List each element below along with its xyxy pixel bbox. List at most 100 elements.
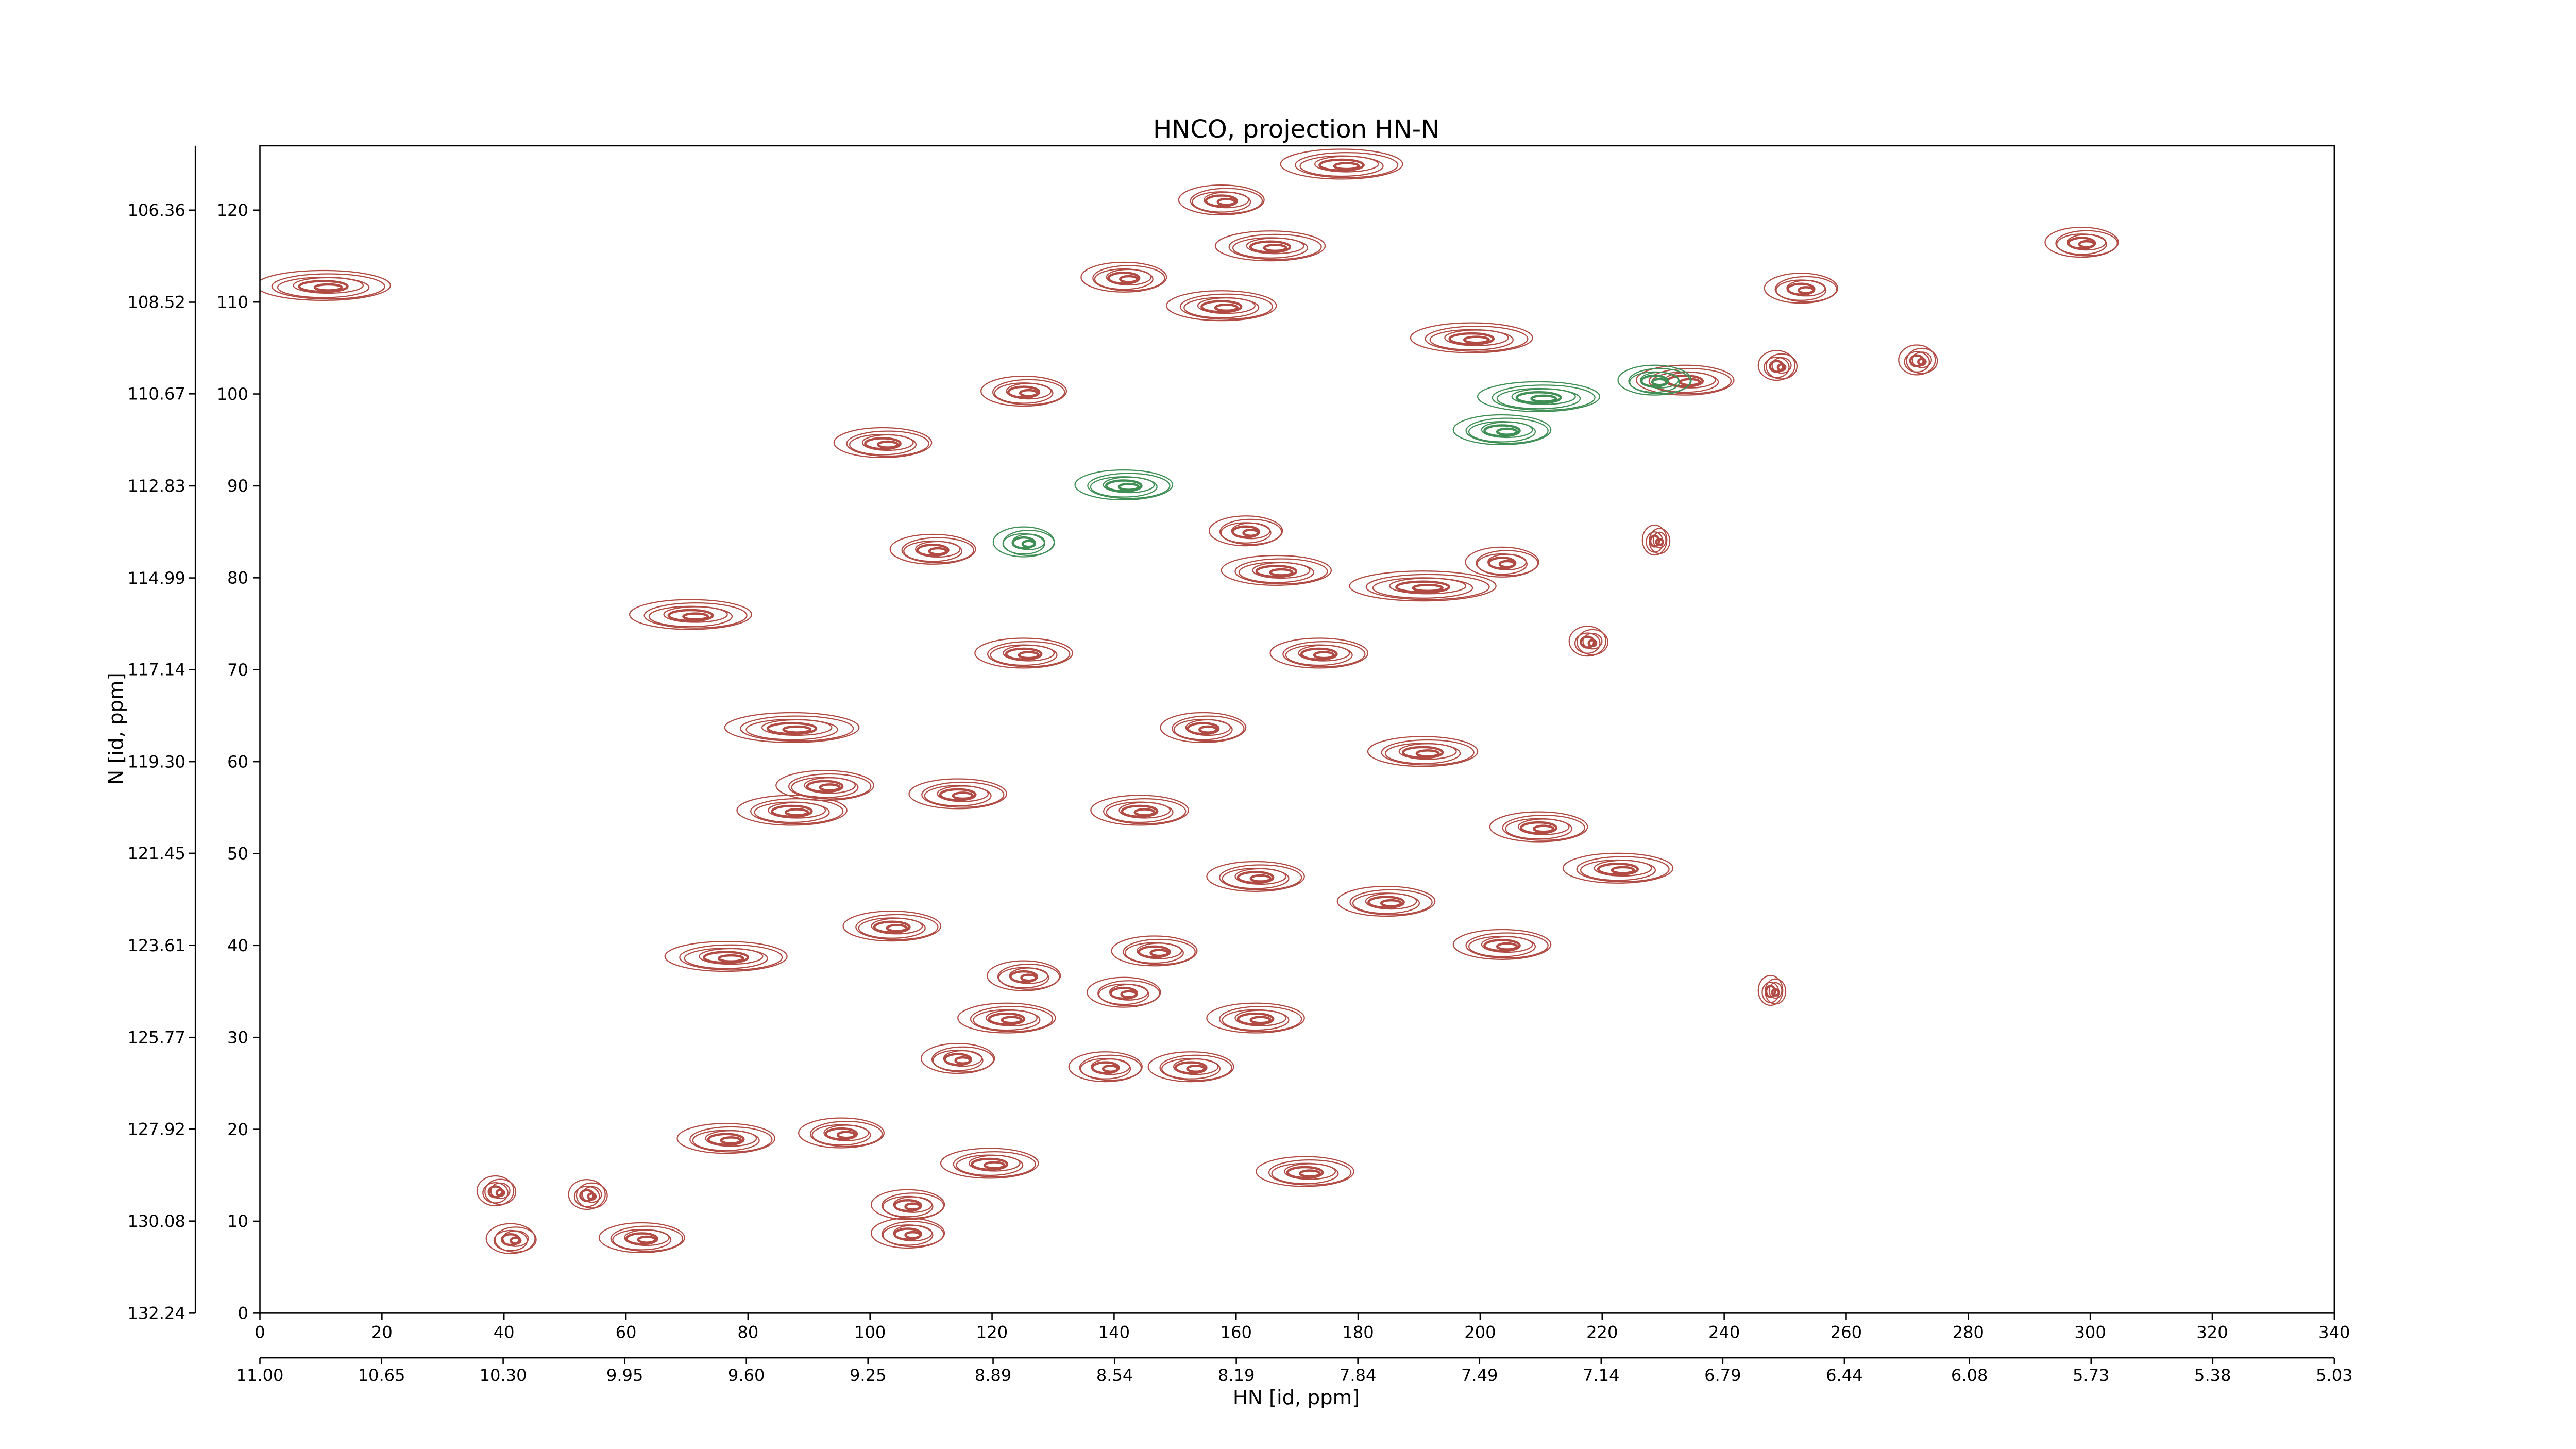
contour-ring	[1774, 276, 1838, 302]
x2-tick-label: 7.84	[1340, 1366, 1377, 1385]
contour-ring	[1190, 188, 1263, 214]
contour-ring	[785, 808, 809, 817]
contour-ring	[904, 1202, 922, 1211]
contour-ring	[861, 434, 914, 451]
contour-ring	[587, 1192, 597, 1201]
contour-ring	[870, 1189, 945, 1220]
y2-tick-label: 110.67	[127, 384, 185, 404]
contour-ring	[1020, 973, 1038, 982]
contour-ring	[1477, 381, 1601, 412]
contour-ring	[1367, 896, 1405, 909]
y-tick-label: 50	[227, 844, 248, 864]
contour-ring	[1389, 578, 1467, 595]
y2-tick-label: 127.92	[127, 1119, 185, 1139]
x-tick-label: 160	[1221, 1323, 1252, 1342]
contour-ring	[1648, 368, 1732, 394]
contour-ring	[1655, 537, 1664, 546]
x-tick-label: 280	[1953, 1323, 1984, 1342]
contour-ring	[1757, 350, 1796, 381]
x-tick-label: 260	[1831, 1323, 1862, 1342]
contour-ring	[1236, 1012, 1275, 1026]
contour-ring	[1186, 1064, 1206, 1073]
contour-ring	[974, 637, 1073, 669]
contour-ring	[1249, 240, 1292, 254]
contour-ring	[1005, 647, 1043, 661]
contour-ring	[1206, 861, 1305, 892]
contour-ring	[882, 1195, 934, 1218]
contour-ring	[855, 914, 939, 940]
contour-ring	[1797, 286, 1815, 295]
contour-ring	[1628, 368, 1691, 394]
y2-tick-label: 130.08	[127, 1211, 185, 1231]
contour-ring	[1333, 162, 1360, 171]
contour-ring	[932, 1050, 984, 1071]
x-tick-label: 80	[737, 1323, 758, 1342]
contour-ring	[1530, 394, 1557, 403]
contour-ring	[1295, 151, 1399, 178]
x-tick-label: 20	[371, 1323, 393, 1342]
contour-ring	[1080, 1058, 1131, 1080]
contour-ring	[1776, 363, 1787, 372]
contour-ring	[1477, 553, 1528, 575]
contour-ring	[1349, 889, 1433, 916]
contour-ring	[1465, 417, 1549, 444]
contour-ring	[806, 780, 844, 793]
contour-ring	[1597, 863, 1639, 876]
contour-ring	[575, 1182, 608, 1209]
x2-tick-label: 7.14	[1583, 1366, 1620, 1385]
contour-ring	[1766, 353, 1798, 380]
x-tick-label: 40	[494, 1323, 515, 1342]
contour-ring	[1769, 360, 1785, 373]
x-tick-label: 300	[2074, 1323, 2106, 1342]
contour-ring	[2078, 240, 2095, 248]
contour-ring	[1520, 821, 1557, 835]
contour-ring	[1133, 808, 1156, 817]
contour-ring	[1220, 522, 1272, 544]
contour-ring	[904, 1231, 922, 1239]
x-tick-label: 180	[1342, 1323, 1374, 1342]
contour-ring	[782, 725, 811, 734]
contour-ring	[823, 1124, 869, 1141]
contour-ring	[768, 802, 826, 819]
y2-tick-label: 106.36	[127, 200, 185, 220]
contour-ring	[1498, 560, 1516, 568]
contour-ring	[1006, 382, 1052, 400]
contour-ring	[876, 440, 899, 449]
contour-ring	[667, 609, 714, 622]
contour-ring	[1652, 531, 1667, 549]
x-tick-label: 220	[1586, 1323, 1618, 1342]
contour-ring	[510, 1236, 522, 1245]
y-tick-label: 40	[227, 936, 248, 955]
contour-ring	[988, 1012, 1026, 1026]
contour-ring	[1629, 371, 1680, 393]
contour-ring	[1255, 565, 1297, 578]
y-tick-label: 100	[217, 384, 248, 404]
contour-ring	[920, 1043, 995, 1074]
contour-ring	[775, 770, 874, 801]
contour-ring	[1582, 633, 1603, 650]
contour-ring	[1904, 351, 1930, 373]
contour-ring	[1105, 479, 1143, 493]
contour-ring	[1103, 476, 1155, 494]
contour-ring	[1906, 347, 1938, 374]
contour-ring	[293, 277, 364, 294]
contour-ring	[1166, 290, 1277, 322]
contour-ring	[1483, 939, 1521, 952]
contour-ring	[664, 941, 788, 972]
contour-ring	[870, 1217, 945, 1249]
contour-ring	[984, 1161, 1006, 1170]
contour-ring	[1917, 358, 1927, 366]
contour-ring	[1425, 326, 1529, 352]
contour-ring	[873, 920, 911, 934]
contour-ring	[921, 781, 1005, 808]
contour-ring	[568, 1179, 606, 1210]
y-tick-label: 120	[217, 200, 248, 220]
y-axis-label: N [id, ppm]	[105, 672, 128, 784]
contour-ring	[1444, 329, 1509, 346]
contour-ring	[493, 1229, 528, 1252]
contour-ring	[968, 1155, 1021, 1172]
contour-ring	[1649, 534, 1660, 548]
contour-ring	[937, 785, 989, 802]
y2-tick-label: 121.45	[127, 844, 185, 863]
contour-ring	[703, 951, 750, 964]
